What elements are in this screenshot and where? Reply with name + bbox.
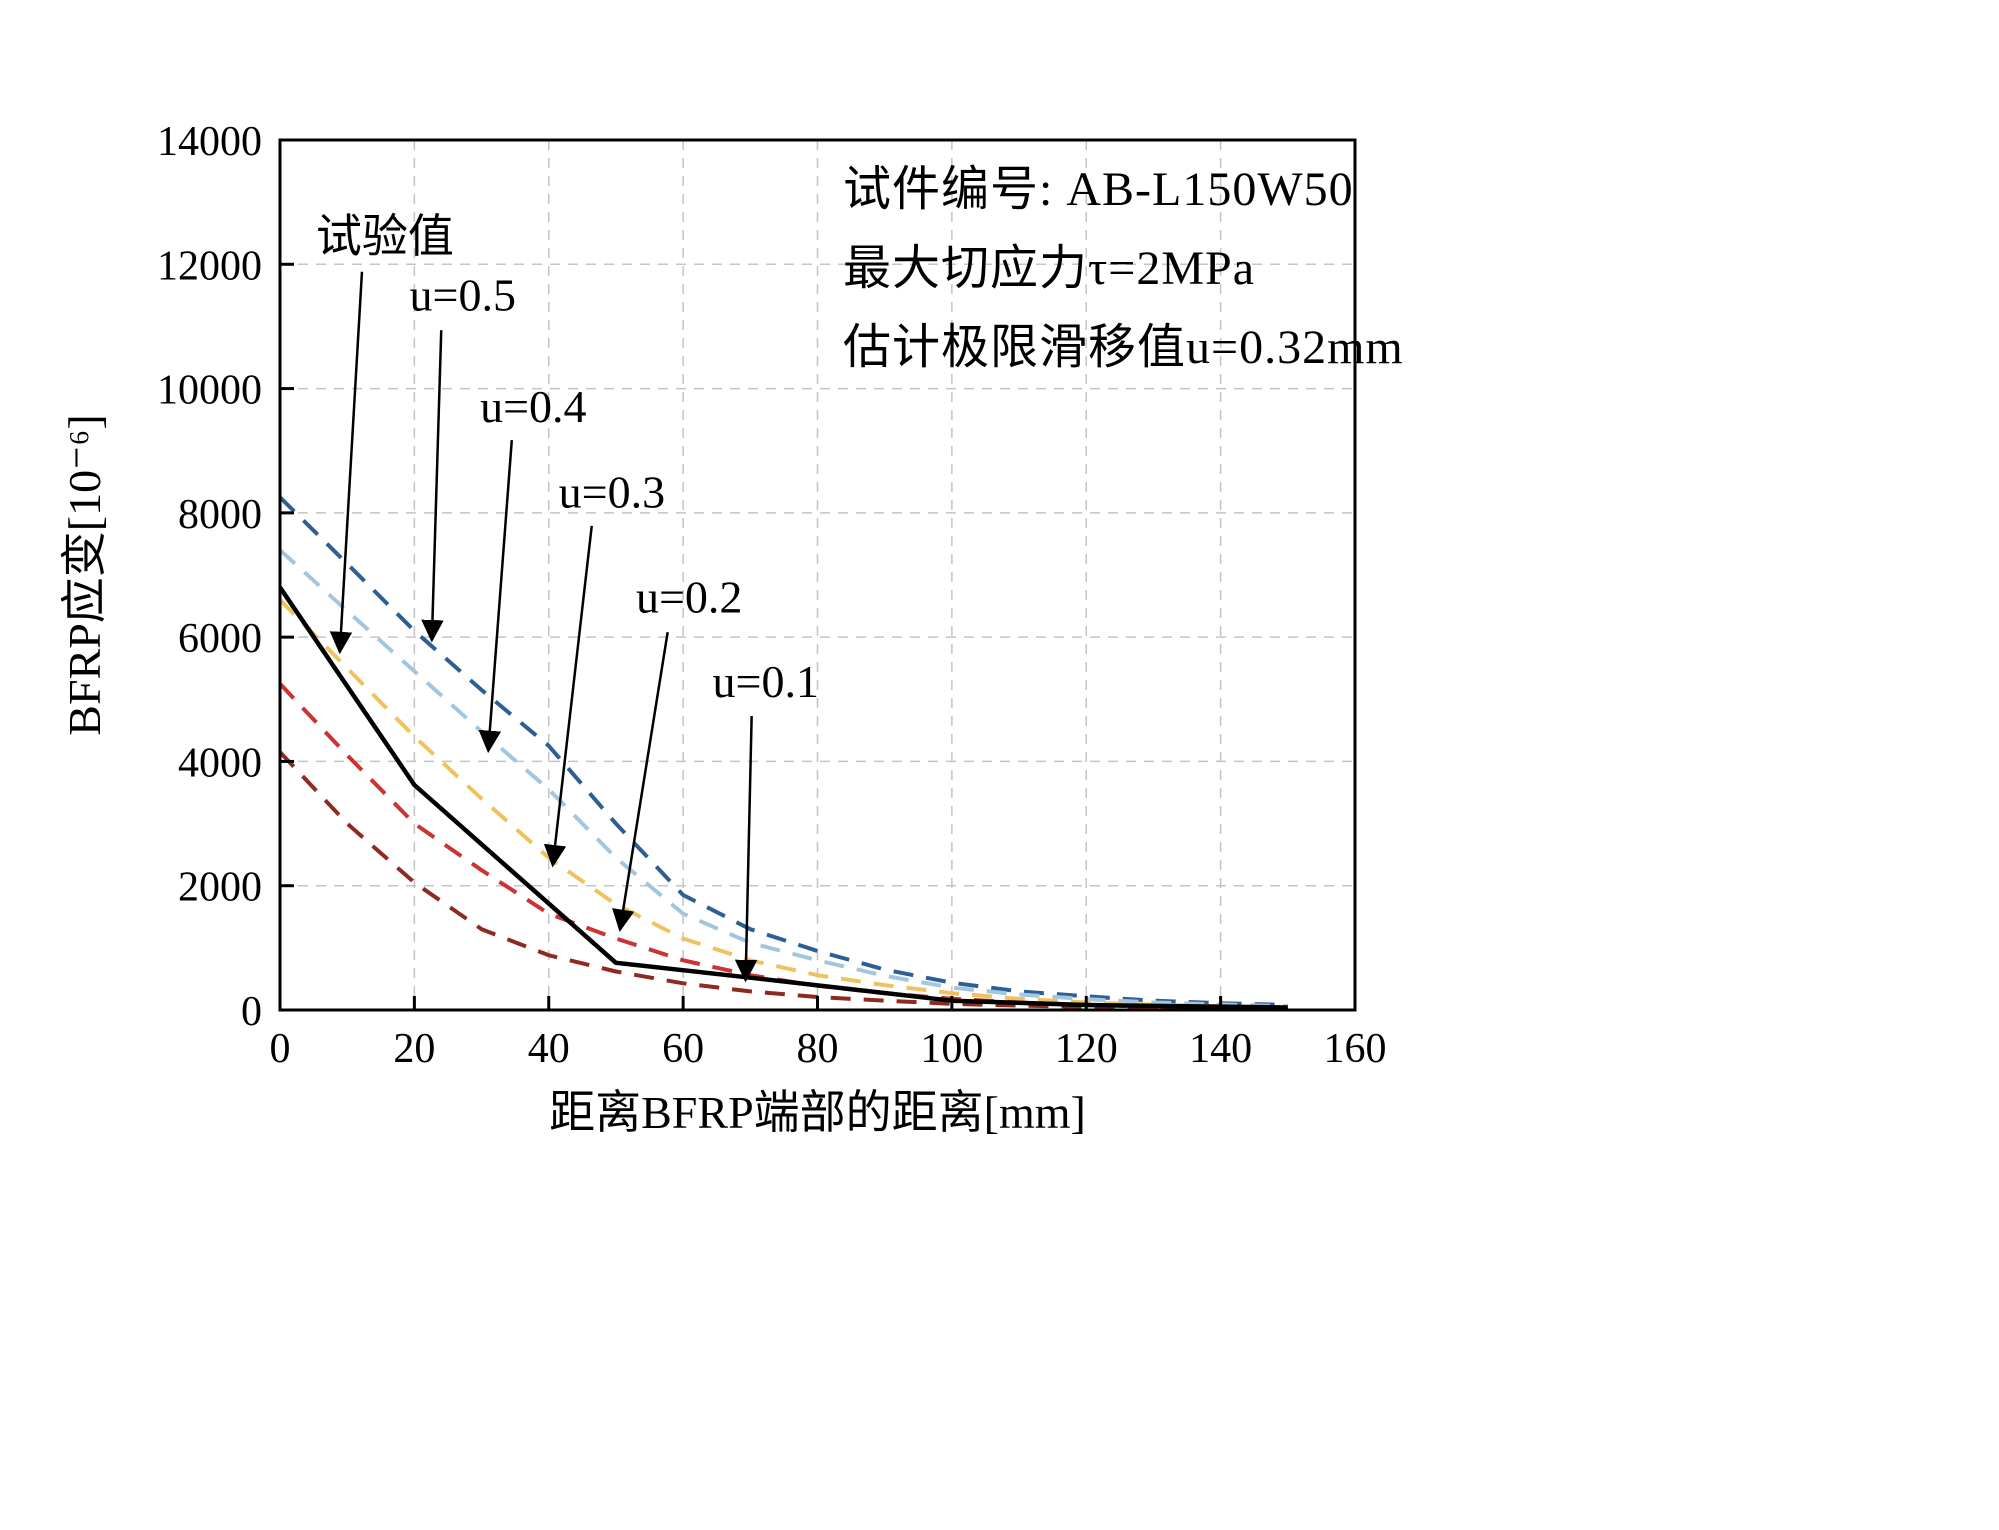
info-max-shear-stress: 最大切应力τ=2MPa (843, 242, 1256, 295)
info-ultimate-slip: 估计极限滑移值u=0.32mm (843, 321, 1404, 374)
callout-label: u=0.5 (410, 269, 516, 320)
info-block: 试件编号: AB-L150W50 最大切应力τ=2MPa 估计极限滑移值u=0.… (843, 150, 1404, 387)
x-tick-label: 40 (528, 1026, 570, 1072)
callout-label: 试验值 (316, 211, 454, 262)
callout-label: u=0.1 (713, 656, 819, 707)
callout-label: u=0.2 (636, 571, 742, 622)
y-tick-label: 14000 (157, 119, 262, 165)
callout-label: u=0.3 (559, 466, 665, 517)
x-tick-label: 140 (1189, 1026, 1252, 1072)
y-tick-label: 2000 (178, 865, 262, 911)
callout-arrow (329, 271, 364, 655)
y-axis-title: BFRP应变[10⁻⁶] (59, 414, 110, 735)
series-u02-line (278, 682, 1288, 1011)
info-specimen-id: 试件编号: AB-L150W50 (843, 163, 1354, 216)
y-tick-label: 8000 (178, 492, 262, 538)
y-tick-label: 10000 (157, 368, 262, 414)
series-u04-line (278, 548, 1288, 1009)
x-tick-label: 120 (1055, 1026, 1118, 1072)
callout-arrow (478, 440, 514, 754)
x-tick-label: 100 (920, 1026, 983, 1072)
y-tick-label: 6000 (178, 616, 262, 662)
x-tick-label: 160 (1324, 1026, 1387, 1072)
y-tick-label: 4000 (178, 740, 262, 786)
y-tick-label: 12000 (157, 243, 262, 289)
x-axis-title: 距离BFRP端部的距离[mm] (549, 1087, 1086, 1138)
x-tick-label: 60 (662, 1026, 704, 1072)
x-tick-label: 80 (797, 1026, 839, 1072)
callout-arrow (612, 631, 669, 933)
y-tick-label: 0 (241, 989, 262, 1035)
callout-arrow (734, 716, 758, 983)
series-exp-line (278, 586, 1288, 1010)
series-u01-line (278, 750, 1288, 1012)
callout-label: u=0.4 (480, 381, 586, 432)
series-u05-line (278, 495, 1288, 1007)
callout-arrow (421, 330, 444, 643)
x-tick-label: 20 (393, 1026, 435, 1072)
callout-arrow (543, 525, 593, 868)
x-tick-label: 0 (270, 1026, 291, 1072)
